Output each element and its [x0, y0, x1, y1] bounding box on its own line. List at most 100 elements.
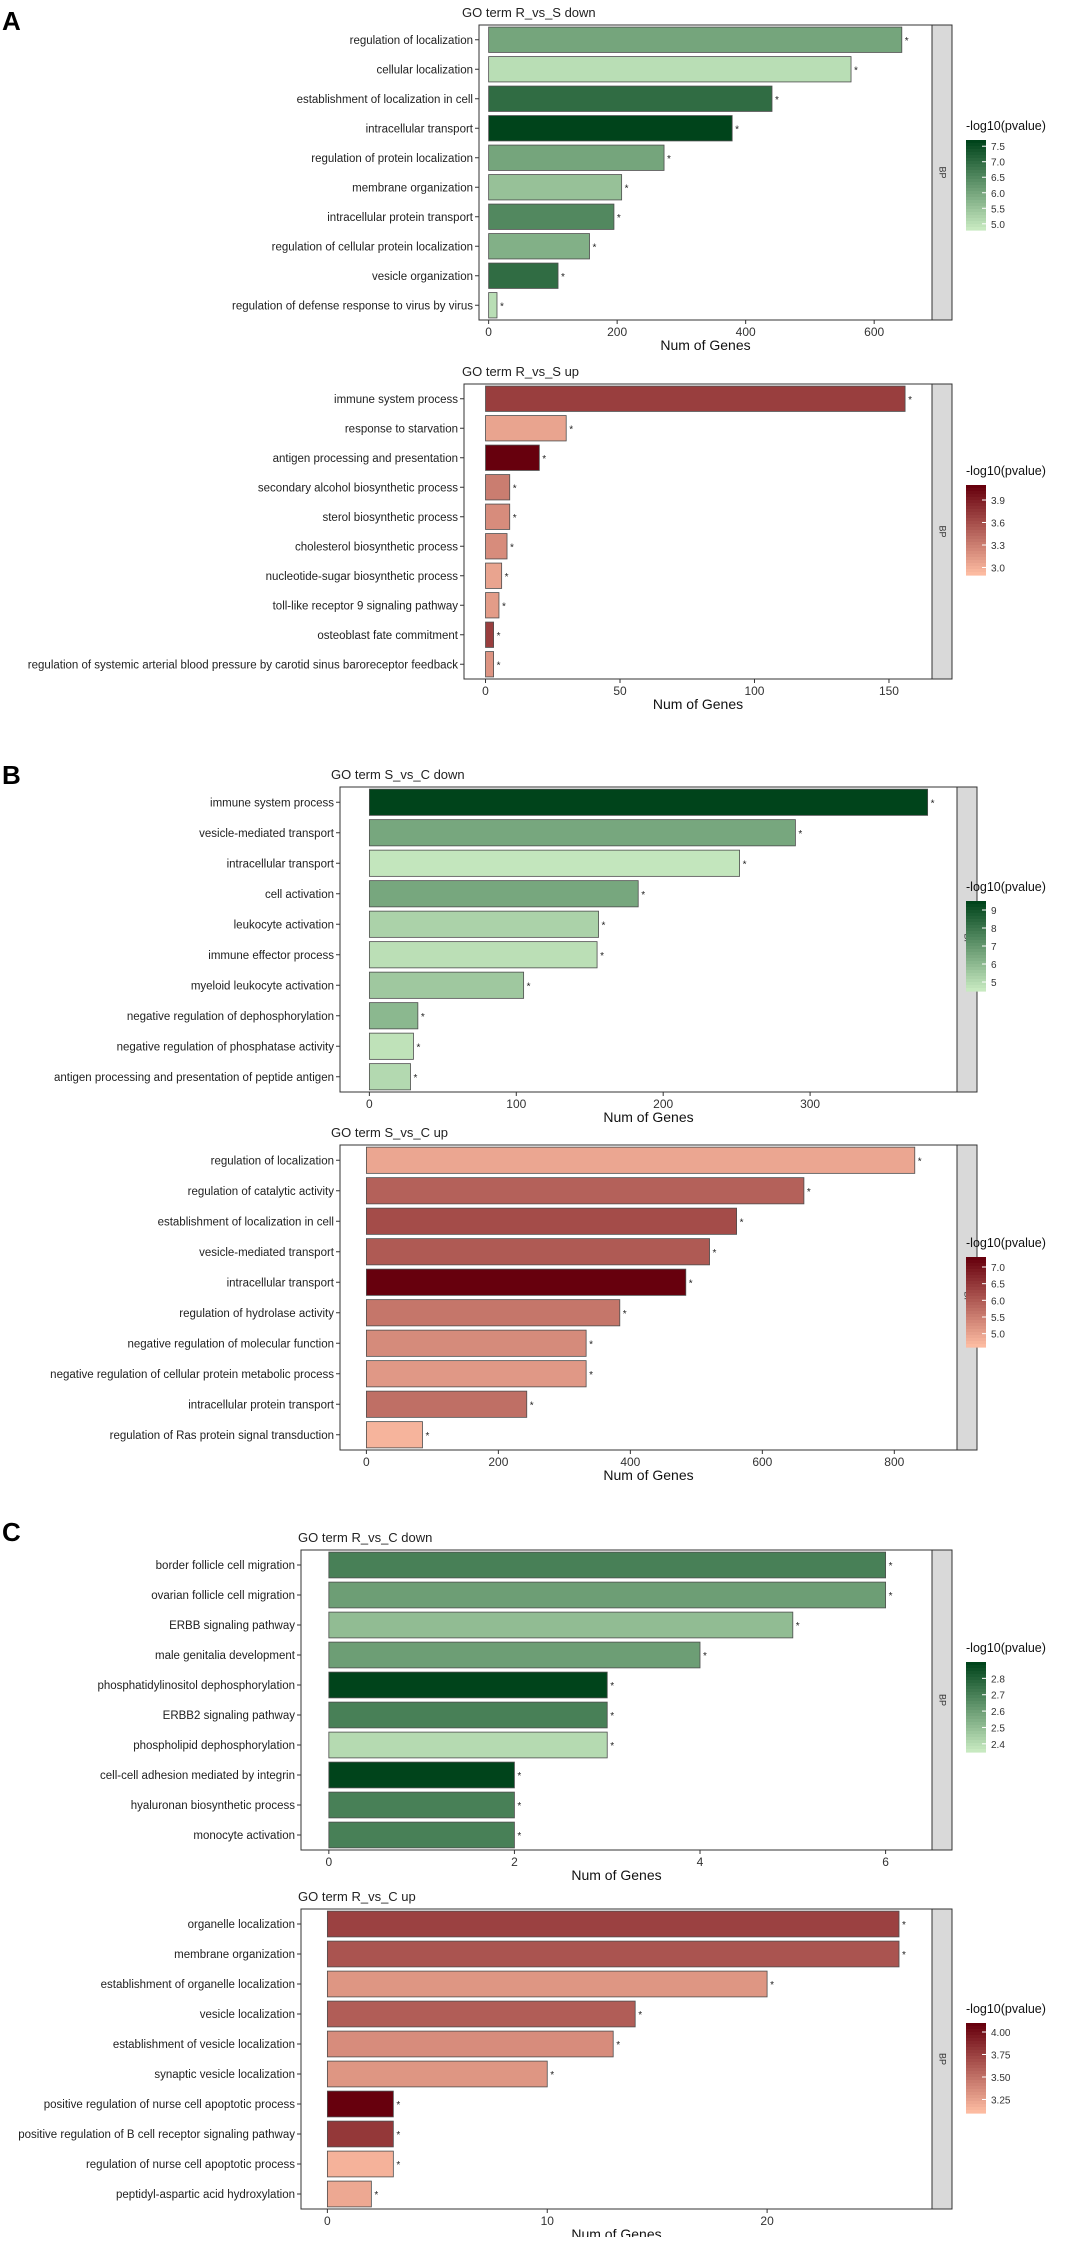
category-label: positive regulation of B cell receptor s…: [18, 2129, 295, 2141]
legend-gradient-step: [966, 1323, 986, 1327]
legend-gradient-step: [966, 2047, 986, 2051]
category-label: synaptic vesicle localization: [154, 2069, 295, 2081]
chart-1: GO term R_vs_S down BP regulation of local…: [232, 5, 1046, 353]
x-axis-title: Num of Genes: [571, 1867, 661, 1883]
category-label: membrane organization: [352, 182, 473, 194]
legend-gradient-step: [966, 904, 986, 908]
bar: [485, 651, 494, 678]
significance-marker: *: [905, 36, 909, 47]
category-label: establishment of vesicle localization: [113, 2039, 295, 2051]
significance-marker: *: [497, 631, 501, 642]
category-label: hyaluronan biosynthetic process: [131, 1800, 296, 1812]
legend-gradient-step: [966, 925, 986, 929]
significance-marker: *: [638, 2010, 642, 2021]
legend-tick-label: 2.8: [991, 1674, 1005, 1685]
facet-label: BP: [938, 166, 948, 178]
legend-tick-label: 9: [991, 906, 997, 917]
bar: [485, 621, 494, 648]
bar: [328, 1611, 794, 1639]
legend-gradient-step: [966, 527, 986, 531]
bar: [326, 2150, 394, 2178]
significance-marker: *: [374, 2190, 378, 2201]
legend-gradient-step: [966, 191, 986, 195]
category-label: intracellular transport: [227, 1277, 335, 1289]
legend-gradient-step: [966, 910, 986, 914]
x-tick-label: 200: [488, 1455, 508, 1469]
significance-marker: *: [510, 542, 514, 553]
x-axis-title: Num of Genes: [571, 2226, 661, 2237]
chart-3: GO term S_vs_C downBPimmune system proce…: [54, 767, 1046, 1125]
legend-gradient-step: [966, 2062, 986, 2066]
legend-gradient-step: [966, 1314, 986, 1318]
legend-gradient-step: [966, 2050, 986, 2054]
bar: [485, 562, 503, 589]
category-label: nucleotide-sugar biosynthetic process: [266, 571, 459, 583]
legend-gradient-step: [966, 2065, 986, 2069]
category-label: organelle localization: [188, 1919, 295, 1931]
chart-title: GO term R_vs_C up: [298, 1889, 416, 1904]
legend-gradient-step: [966, 1338, 986, 1342]
category-label: cellular localization: [376, 64, 473, 76]
x-tick-label: 20: [760, 2214, 774, 2228]
legend-gradient-step: [966, 206, 986, 210]
significance-marker: *: [641, 890, 645, 901]
significance-marker: *: [902, 1950, 906, 1961]
legend-gradient-step: [966, 554, 986, 558]
legend-gradient-step: [966, 488, 986, 492]
significance-marker: *: [396, 2160, 400, 2171]
significance-marker: *: [807, 1187, 811, 1198]
legend-title: -log10(pvalue): [966, 1641, 1046, 1655]
x-tick-label: 2: [511, 1855, 518, 1869]
bar: [328, 1761, 515, 1789]
legend-gradient-step: [966, 1728, 986, 1732]
bar: [368, 788, 929, 816]
panel-label-a: A: [2, 6, 21, 36]
legend-gradient-step: [966, 982, 986, 986]
legend-gradient-step: [966, 167, 986, 171]
legend-gradient-step: [966, 146, 986, 150]
legend-gradient-step: [966, 161, 986, 165]
significance-marker: *: [602, 920, 606, 931]
bar: [485, 385, 906, 412]
legend-gradient-step: [966, 940, 986, 944]
legend-gradient-step: [966, 901, 986, 905]
legend-gradient-step: [966, 1710, 986, 1714]
significance-marker: *: [689, 1278, 693, 1289]
category-label: intracellular transport: [366, 123, 474, 135]
legend-gradient-step: [966, 1734, 986, 1738]
legend-gradient-step: [966, 518, 986, 522]
legend-tick-label: 8: [991, 924, 997, 935]
x-axis-title: Num of Genes: [653, 696, 743, 712]
legend-gradient-step: [966, 1320, 986, 1324]
legend-gradient-step: [966, 1263, 986, 1267]
category-label: immune system process: [210, 797, 334, 809]
significance-marker: *: [770, 1980, 774, 1991]
category-label: secondary alcohol biosynthetic process: [258, 482, 458, 494]
legend-gradient-step: [966, 533, 986, 537]
x-axis-title: Num of Genes: [603, 1467, 693, 1483]
category-label: establishment of localization in cell: [158, 1216, 334, 1228]
x-tick-label: 10: [541, 2214, 555, 2228]
legend-gradient-step: [966, 149, 986, 153]
legend-gradient-step: [966, 955, 986, 959]
category-label: antigen processing and presentation: [273, 453, 458, 465]
significance-marker: *: [527, 981, 531, 992]
category-label: response to starvation: [345, 423, 458, 435]
bar: [365, 1177, 805, 1205]
bar: [326, 1970, 768, 1998]
legend-gradient-step: [966, 964, 986, 968]
legend-gradient-step: [966, 1269, 986, 1273]
facet-strip: [931, 1908, 953, 2210]
legend-gradient-step: [966, 1668, 986, 1672]
significance-marker: *: [416, 1042, 420, 1053]
category-label: toll-like receptor 9 signaling pathway: [273, 600, 459, 612]
legend-gradient-step: [966, 569, 986, 573]
category-label: intracellular protein transport: [188, 1399, 335, 1411]
x-axis-title: Num of Genes: [660, 337, 750, 353]
legend-gradient-step: [966, 1698, 986, 1702]
x-tick-label: 0: [363, 1455, 370, 1469]
category-label: establishment of localization in cell: [297, 94, 473, 106]
legend-gradient-step: [966, 557, 986, 561]
category-label: negative regulation of dephosphorylation: [127, 1011, 334, 1023]
significance-marker: *: [589, 1370, 593, 1381]
